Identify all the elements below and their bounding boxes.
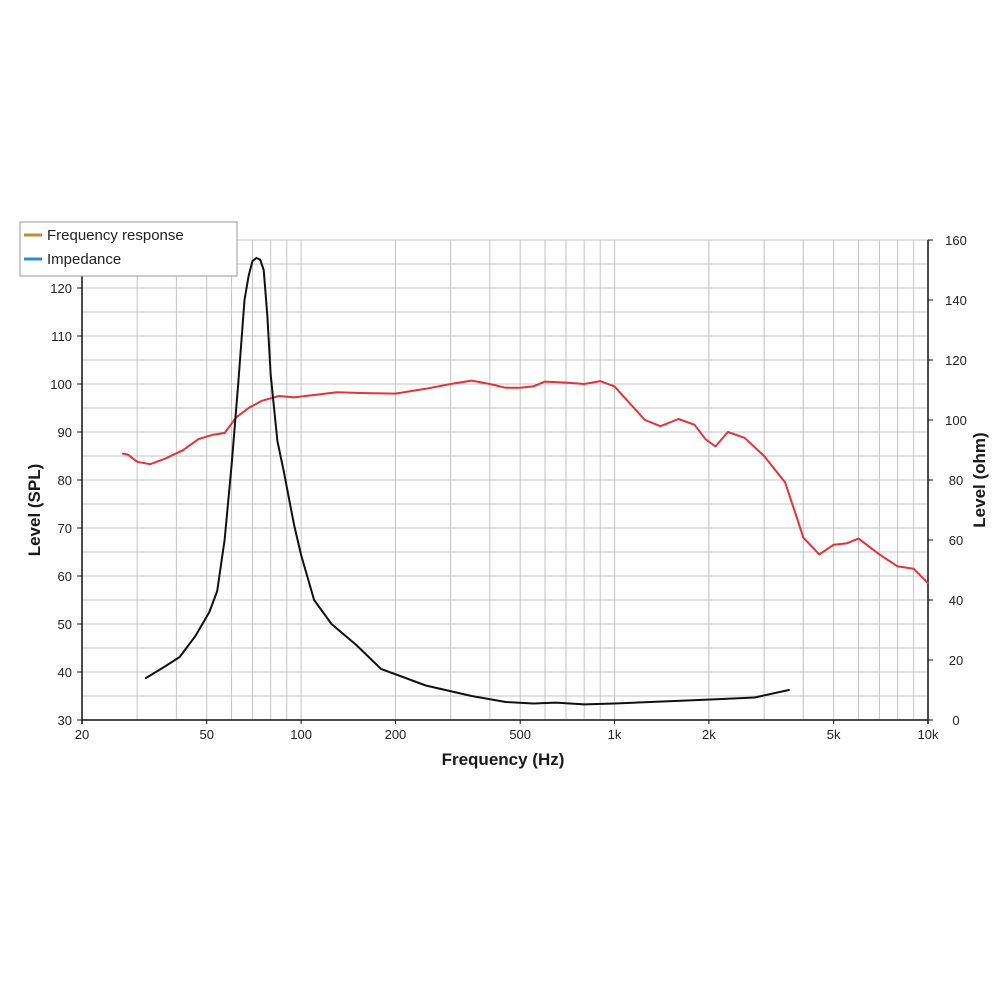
y-tick-label-right: 20 — [949, 653, 963, 668]
y-tick-label-left: 110 — [51, 329, 72, 344]
x-tick-label: 2k — [702, 727, 716, 742]
y-tick-label-left: 80 — [58, 473, 72, 488]
y-tick-label-right: 80 — [949, 473, 963, 488]
y-tick-label-right: 100 — [945, 413, 967, 428]
legend-box — [19, 221, 238, 277]
y-tick-label-left: 70 — [58, 521, 72, 536]
y-tick-label-right: 0 — [952, 713, 959, 728]
axes: 20 50 100 200 500 1k 2k 5k 10k304050607080901001… — [50, 233, 967, 742]
x-tick-label: 100 — [290, 727, 312, 742]
y-tick-label-left: 90 — [58, 425, 72, 440]
x-tick-label: 10k — [918, 727, 939, 742]
y-tick-label-right: 140 — [945, 293, 967, 308]
y-tick-label-right: 40 — [949, 593, 963, 608]
y-tick-label-right: 60 — [949, 533, 963, 548]
y-tick-label-left: 40 — [58, 665, 72, 680]
x-axis-title: Frequency (Hz) — [442, 750, 565, 769]
y-tick-label-right: 160 — [945, 233, 967, 248]
y-tick-label-left: 60 — [58, 569, 72, 584]
y-axis-title-right: Level (ohm) — [970, 432, 989, 527]
x-tick-label: 20 — [75, 727, 89, 742]
y-tick-label-left: 120 — [50, 281, 72, 296]
legend: Frequency response Impedance — [19, 221, 238, 277]
legend-label-impedance: Impedance — [47, 251, 121, 268]
grid — [81, 239, 929, 721]
y-tick-label-left: 100 — [50, 377, 72, 392]
x-tick-label: 50 — [200, 727, 214, 742]
x-tick-label: 5k — [827, 727, 841, 742]
y-axis-title-left: Level (SPL) — [25, 464, 44, 557]
spl-response-line — [121, 379, 929, 585]
x-tick-label: 500 — [509, 727, 531, 742]
y-tick-label-right: 120 — [945, 353, 967, 368]
y-tick-label-left: 50 — [58, 617, 72, 632]
series-lines — [121, 257, 929, 706]
y-tick-label-left: 30 — [58, 713, 72, 728]
impedance-line — [145, 257, 790, 706]
legend-label-frequency-response: Frequency response — [47, 227, 184, 244]
x-tick-label: 200 — [385, 727, 407, 742]
x-tick-label: 1k — [608, 727, 622, 742]
